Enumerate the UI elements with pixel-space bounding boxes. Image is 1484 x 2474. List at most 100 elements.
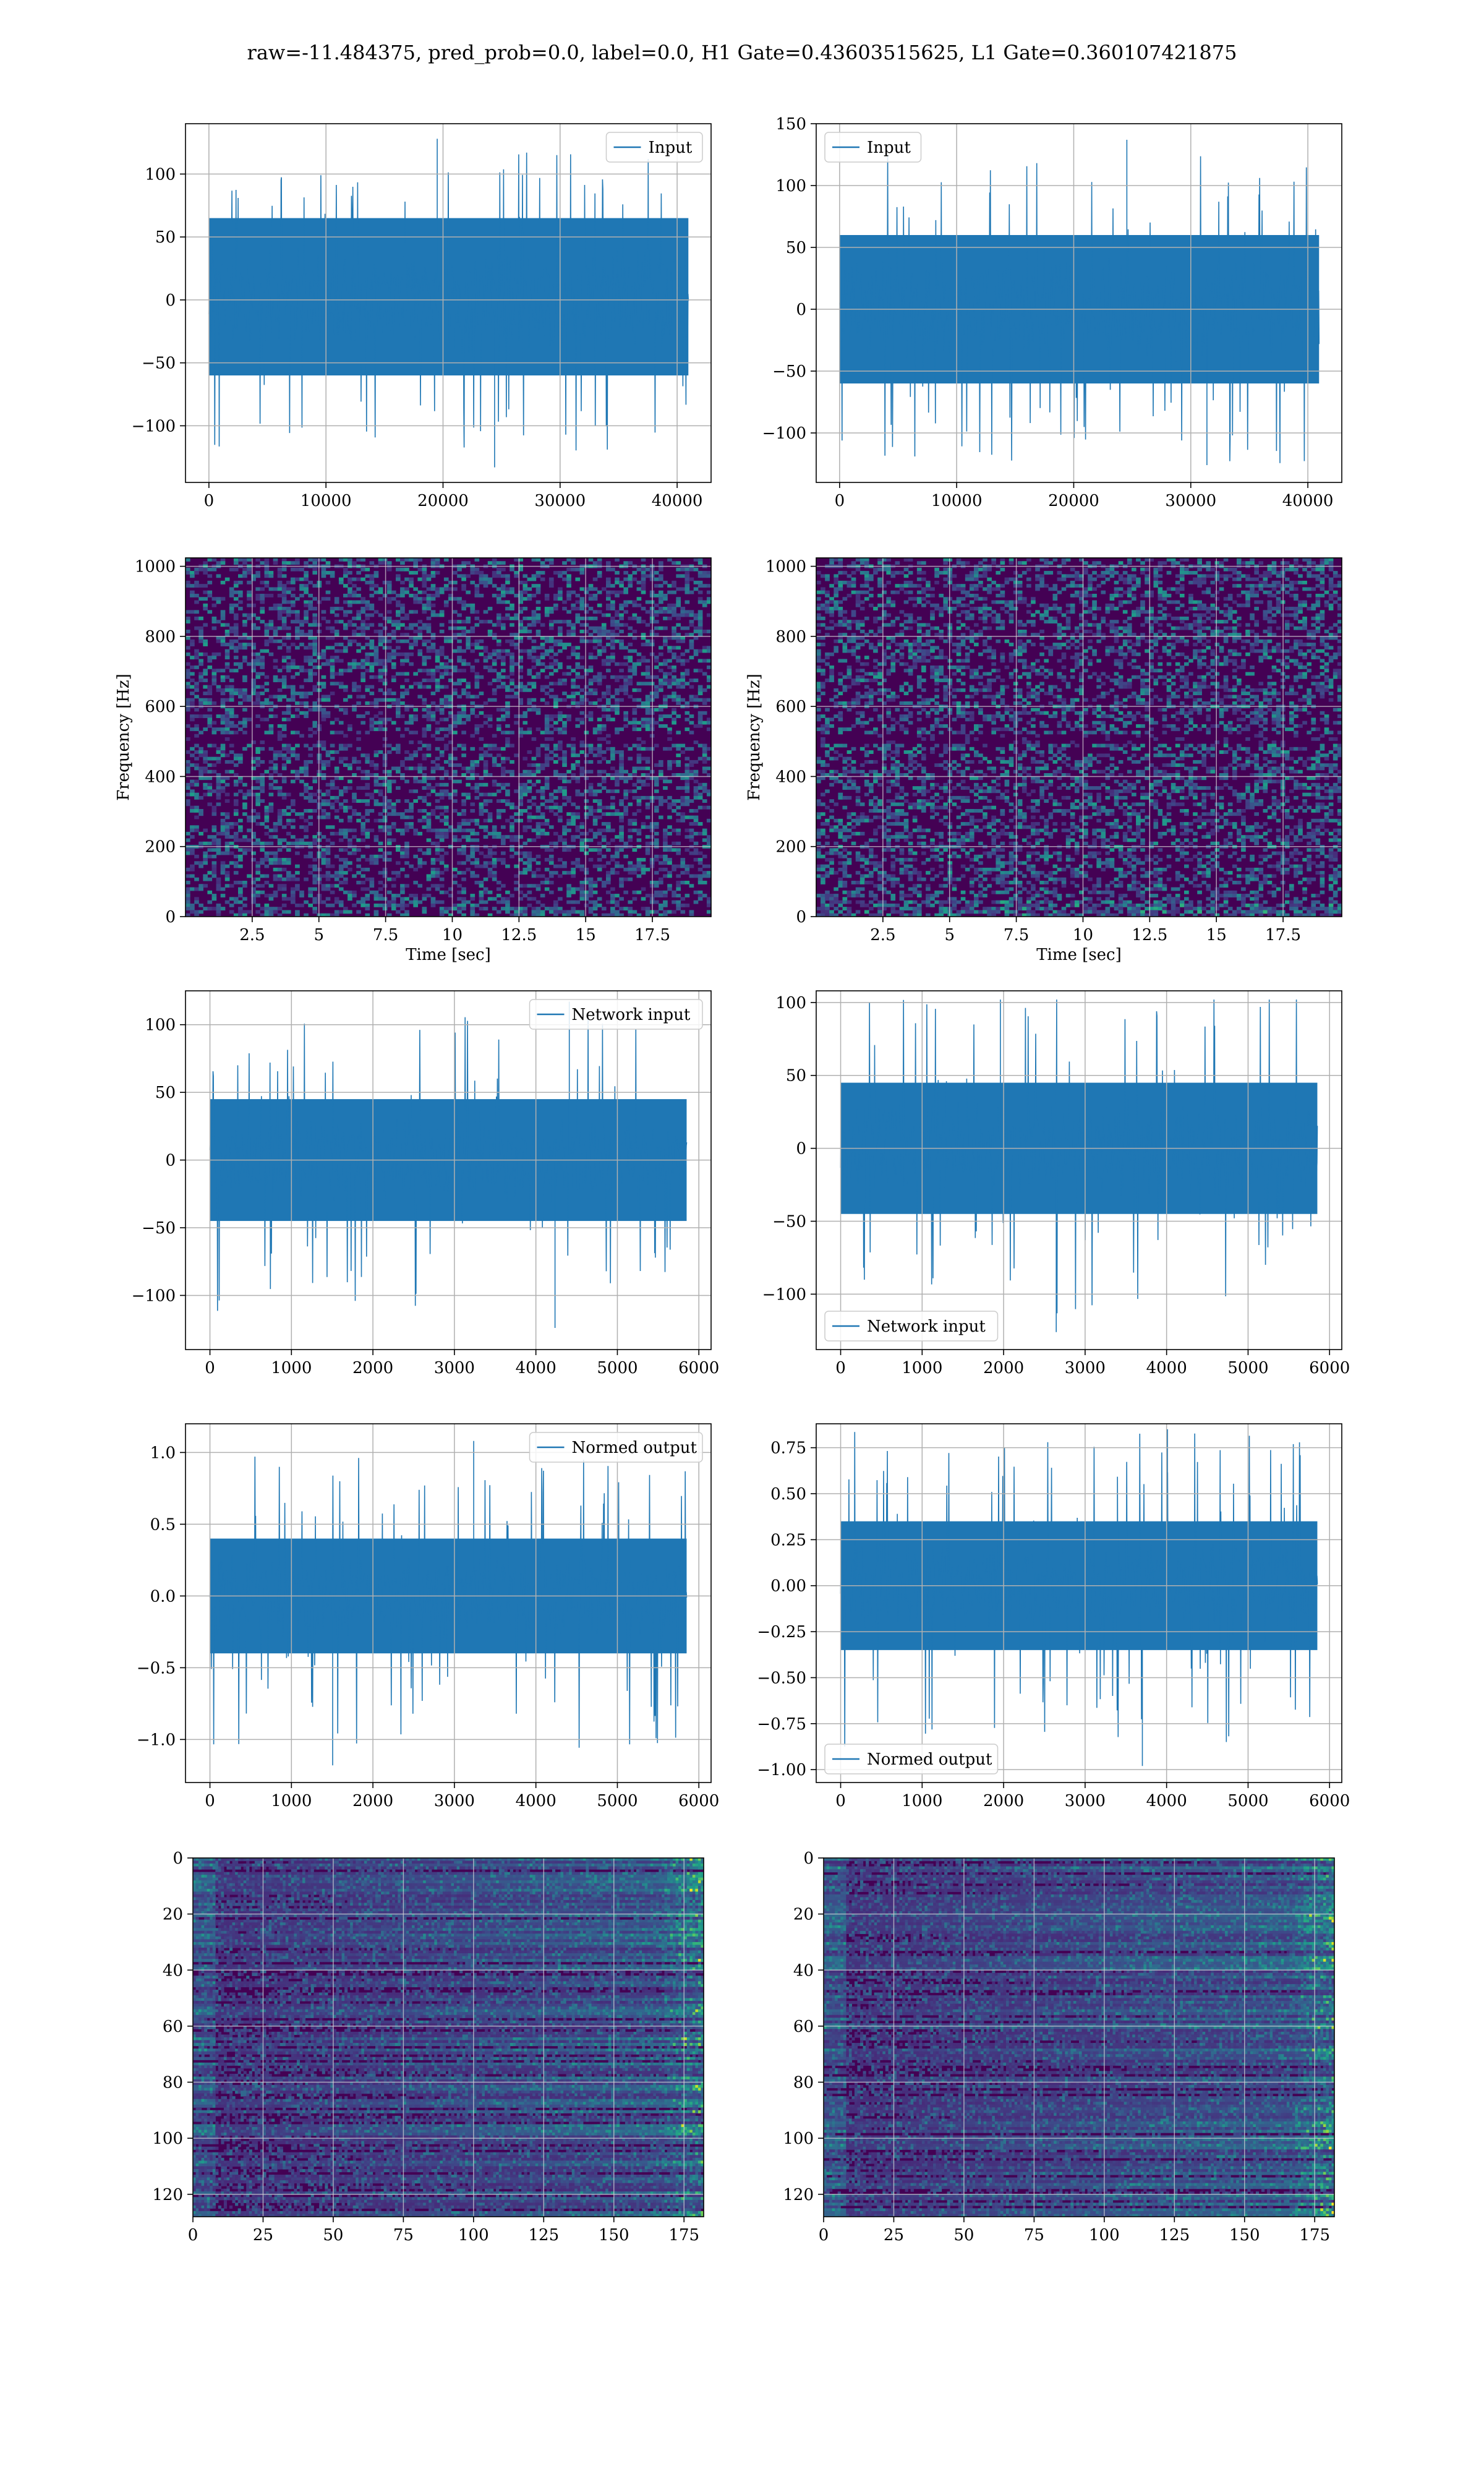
heatmap-cell [400, 701, 405, 705]
heatmap-cell [391, 701, 396, 705]
heatmap-cell [615, 626, 620, 630]
heatmap-cell [304, 835, 309, 839]
heatmap-cell [360, 822, 366, 826]
heatmap-cell [198, 861, 203, 865]
heatmap-cell [689, 835, 694, 839]
heatmap-cell [373, 571, 379, 575]
heatmap-cell [198, 675, 203, 679]
heatmap-cell [321, 763, 326, 768]
heatmap-cell [544, 805, 550, 810]
heatmap-cell [281, 717, 287, 722]
heatmap-cell [562, 646, 567, 650]
heatmap-cell [255, 867, 261, 871]
heatmap-cell [619, 897, 624, 901]
heatmap-cell [207, 871, 213, 875]
heatmap-cell [457, 649, 462, 653]
heatmap-cell [255, 802, 261, 807]
heatmap-cell [492, 561, 497, 565]
heatmap-cell [203, 884, 208, 888]
heatmap-cell [443, 669, 449, 673]
heatmap-cell [610, 607, 615, 610]
heatmap-cell [417, 900, 423, 904]
heatmap-cell [672, 691, 676, 696]
heatmap-cell [229, 897, 234, 901]
heatmap-cell [453, 691, 458, 696]
heatmap-cell [413, 854, 419, 858]
heatmap-cell [321, 815, 326, 820]
heatmap-cell [579, 675, 585, 679]
heatmap-cell [400, 691, 405, 696]
heatmap-cell [479, 776, 484, 781]
heatmap-cell [518, 897, 524, 901]
heatmap-cell [304, 818, 309, 823]
heatmap-cell [325, 763, 331, 768]
heatmap-cell [338, 607, 344, 610]
heatmap-cell [291, 799, 296, 803]
heatmap-cell [426, 786, 432, 790]
heatmap-cell [400, 652, 405, 656]
heatmap-cell [356, 848, 361, 852]
heatmap-cell [264, 574, 270, 578]
heatmap-cell [553, 669, 558, 673]
heatmap-cell [426, 616, 432, 620]
heatmap-cell [238, 590, 243, 594]
heatmap-cell [238, 789, 243, 794]
heatmap-cell [663, 580, 668, 584]
heatmap-cell [369, 727, 375, 732]
heatmap-cell [422, 743, 427, 748]
heatmap-cell [369, 724, 375, 728]
heatmap-cell [286, 792, 291, 797]
heatmap-cell [308, 727, 313, 732]
heatmap-cell [562, 750, 567, 754]
heatmap-cell [531, 646, 537, 650]
heatmap-cell [453, 626, 458, 630]
heatmap-cell [295, 616, 300, 620]
heatmap-cell [706, 666, 711, 669]
heatmap-cell [386, 812, 392, 816]
heatmap-cell [470, 701, 475, 705]
heatmap-cell [426, 894, 432, 897]
heatmap-cell [706, 646, 711, 650]
heatmap-cell [277, 874, 283, 878]
heatmap-cell [186, 838, 190, 842]
heatmap-cell [474, 587, 480, 591]
heatmap-cell [510, 656, 514, 660]
heatmap-cell [470, 854, 475, 858]
heatmap-cell [251, 818, 256, 823]
heatmap-cell [203, 567, 208, 571]
heatmap-cell [676, 799, 681, 803]
heatmap-cell [672, 666, 676, 669]
heatmap-cell [299, 691, 304, 696]
heatmap-cell [194, 766, 199, 771]
heatmap-cell [615, 688, 620, 692]
heatmap-cell [562, 577, 567, 581]
heatmap-cell [360, 646, 366, 650]
heatmap-cell [654, 666, 659, 669]
heatmap-cell [312, 567, 318, 571]
heatmap-cell [348, 766, 352, 771]
heatmap-cell [430, 610, 436, 614]
heatmap-cell [330, 884, 335, 888]
heatmap-cell [659, 815, 663, 820]
heatmap-cell [203, 652, 208, 656]
heatmap-cell [470, 607, 475, 610]
heatmap-cell [676, 639, 681, 643]
heatmap-cell [527, 594, 532, 597]
heatmap-cell [684, 795, 690, 800]
heatmap-cell [492, 571, 497, 575]
heatmap-cell [308, 672, 313, 676]
heatmap-cell [702, 871, 707, 875]
heatmap-cell [321, 682, 326, 686]
heatmap-cell [321, 711, 326, 715]
heatmap-cell [281, 766, 287, 771]
heatmap-cell [291, 567, 296, 571]
heatmap-cell [461, 871, 466, 875]
heatmap-cell [291, 662, 296, 666]
heatmap-cell [255, 724, 261, 728]
heatmap-cell [247, 698, 252, 702]
heatmap-cell [606, 567, 611, 571]
heatmap-cell [273, 766, 278, 771]
heatmap-cell [203, 590, 208, 594]
heatmap-cell [579, 600, 585, 604]
